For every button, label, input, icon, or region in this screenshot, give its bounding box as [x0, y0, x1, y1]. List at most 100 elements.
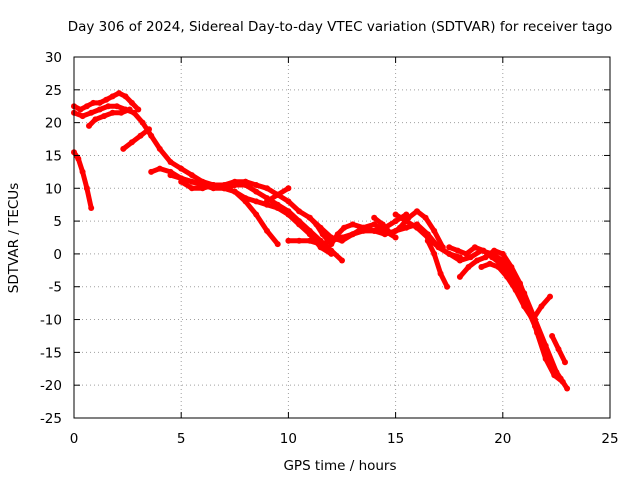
- data-point: [306, 214, 313, 221]
- data-point: [403, 218, 410, 225]
- data-point: [508, 264, 515, 270]
- data-point: [504, 273, 511, 280]
- data-point: [178, 178, 185, 185]
- data-point: [424, 237, 431, 244]
- data-point: [422, 214, 429, 221]
- data-point: [313, 221, 320, 228]
- y-tick-label: -10: [40, 313, 62, 329]
- data-point: [178, 165, 185, 172]
- data-point: [264, 227, 270, 234]
- data-point: [118, 109, 125, 116]
- data-point: [296, 208, 303, 215]
- data-point: [491, 247, 498, 254]
- data-point: [221, 182, 228, 188]
- data-point: [128, 139, 135, 146]
- data-point: [334, 231, 341, 238]
- data-point: [559, 378, 566, 385]
- data-point: [482, 254, 489, 261]
- data-point: [105, 103, 112, 110]
- data-point: [86, 122, 92, 129]
- data-point: [446, 250, 453, 257]
- y-tick-label: 15: [45, 148, 62, 164]
- data-point: [96, 99, 103, 106]
- data-point: [109, 93, 116, 100]
- data-point: [253, 182, 260, 188]
- data-point: [471, 244, 478, 251]
- data-point: [341, 224, 348, 231]
- data-point: [431, 227, 438, 234]
- x-tick-label: 15: [387, 431, 404, 447]
- data-point: [88, 109, 95, 116]
- data-point: [103, 96, 110, 103]
- data-point: [480, 247, 487, 254]
- y-tick-label: 0: [53, 247, 62, 263]
- data-point: [135, 106, 142, 113]
- data-point: [379, 221, 386, 228]
- data-point: [253, 198, 260, 205]
- data-point: [264, 198, 270, 205]
- data-point: [242, 195, 249, 202]
- data-point: [306, 237, 313, 244]
- y-tick-label: -25: [40, 411, 62, 427]
- data-point: [435, 244, 442, 251]
- series-arc-19: [549, 333, 568, 366]
- data-point: [126, 106, 133, 113]
- data-point: [454, 247, 461, 254]
- data-point: [555, 346, 562, 353]
- data-series: [71, 90, 571, 392]
- data-point: [274, 205, 281, 211]
- data-point: [231, 188, 238, 195]
- data-point: [564, 385, 571, 392]
- chart-title: Day 306 of 2024, Sidereal Day-to-day VTE…: [68, 19, 613, 35]
- data-point: [349, 231, 356, 238]
- data-point: [296, 237, 303, 244]
- data-point: [529, 316, 536, 323]
- series-arc-17: [456, 247, 566, 385]
- data-point: [122, 93, 129, 100]
- data-point: [495, 264, 502, 270]
- data-point: [139, 119, 146, 126]
- data-point: [396, 224, 403, 231]
- data-point: [83, 103, 90, 110]
- data-point: [253, 188, 260, 195]
- data-point: [437, 270, 444, 277]
- data-point: [306, 231, 313, 238]
- data-point: [349, 221, 356, 228]
- series-arc-10: [264, 185, 292, 205]
- data-point: [253, 211, 260, 218]
- data-point: [274, 191, 281, 198]
- data-point: [113, 103, 120, 110]
- data-point: [371, 227, 378, 234]
- data-point: [75, 155, 82, 162]
- data-point: [167, 159, 174, 165]
- data-point: [79, 113, 86, 120]
- data-point: [431, 250, 438, 257]
- series-line: [425, 238, 450, 290]
- data-point: [456, 273, 463, 280]
- data-point: [188, 172, 195, 179]
- data-point: [156, 165, 163, 172]
- x-tick-label: 25: [601, 431, 618, 447]
- data-point: [77, 106, 84, 113]
- series-line: [457, 248, 566, 385]
- data-point: [499, 250, 506, 257]
- data-point: [456, 257, 463, 264]
- data-point: [319, 231, 326, 238]
- series-arc-14: [392, 211, 560, 376]
- data-point: [328, 250, 335, 257]
- y-tick-label: -20: [40, 378, 62, 394]
- data-point: [371, 221, 378, 228]
- data-point: [188, 185, 195, 192]
- y-tick-label: 10: [45, 181, 62, 197]
- data-point: [517, 280, 523, 287]
- data-point: [128, 99, 135, 106]
- x-tick-label: 10: [280, 431, 297, 447]
- data-point: [371, 214, 378, 221]
- data-point: [116, 90, 122, 97]
- data-point: [542, 355, 549, 362]
- data-point: [486, 260, 493, 267]
- data-point: [79, 168, 86, 175]
- axis-ticks: -25 -20 -15 -10 -5 0 5 10 15 20 25 30 0 5 10 15 20 25: [40, 50, 619, 447]
- data-point: [534, 329, 541, 336]
